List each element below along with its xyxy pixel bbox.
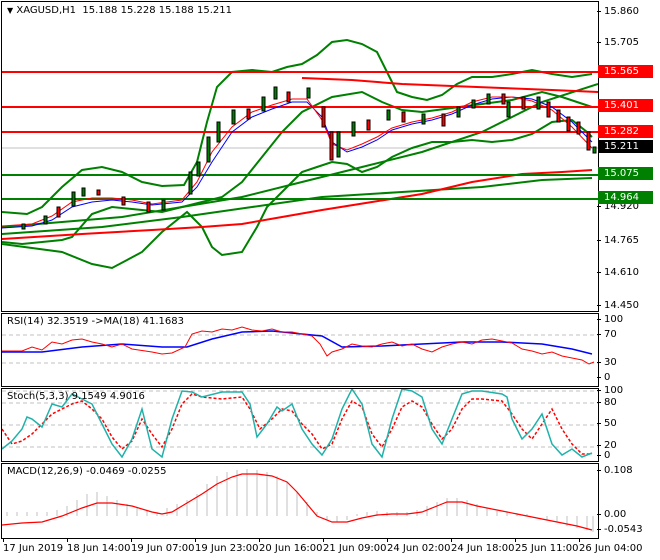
macd-panel[interactable]: MACD(12,26,9) -0.0469 -0.0255 bbox=[1, 463, 599, 539]
price-tick: 15.705 bbox=[597, 37, 639, 49]
time-tick: 26 Jun 04:00 bbox=[579, 538, 643, 554]
symbol-label: XAGUSD,H1 bbox=[16, 5, 77, 16]
rsi-tick: 70 bbox=[597, 329, 617, 341]
time-tick: 25 Jun 11:00 bbox=[515, 538, 579, 554]
ohlc-high: 15.228 bbox=[120, 5, 156, 16]
stoch-tick: 100 bbox=[596, 385, 623, 397]
macd-canvas bbox=[2, 469, 594, 532]
triangle-down-icon[interactable]: ▼ bbox=[7, 6, 14, 15]
stoch-tick: 20 bbox=[597, 440, 617, 452]
level-label-support: 15.075 bbox=[598, 167, 653, 180]
price-chart-canvas bbox=[2, 38, 598, 270]
symbol-title: ▼ XAGUSD,H1 15.188 15.228 15.188 15.211 bbox=[7, 5, 232, 16]
main-price-chart[interactable]: ▼ XAGUSD,H1 15.188 15.228 15.188 15.211 bbox=[1, 1, 599, 312]
stochastic-panel[interactable]: Stoch(5,3,3) 9.1549 4.9016 bbox=[1, 388, 599, 462]
time-tick: 20 Jun 16:00 bbox=[259, 538, 323, 554]
level-label-resistance: 15.282 bbox=[598, 125, 653, 138]
rsi-canvas bbox=[2, 326, 598, 365]
price-tick: 14.765 bbox=[597, 235, 639, 247]
stochastic-canvas bbox=[2, 389, 598, 459]
stoch-tick: 50 bbox=[597, 418, 617, 430]
macd-scale: 0.108 0.00 -0.0543 bbox=[596, 463, 660, 538]
price-tick: 14.610 bbox=[597, 267, 639, 279]
time-tick: 19 Jun 23:00 bbox=[195, 538, 259, 554]
macd-tick: -0.0543 bbox=[597, 524, 643, 536]
price-tick: 14.920 bbox=[597, 201, 639, 213]
time-tick: 24 Jun 02:00 bbox=[387, 538, 451, 554]
price-tick: 14.450 bbox=[597, 300, 639, 312]
time-axis[interactable]: 17 Jun 2019 18 Jun 14:00 19 Jun 07:00 19… bbox=[0, 538, 660, 560]
rsi-tick: 0 bbox=[596, 372, 610, 384]
macd-title: MACD(12,26,9) -0.0469 -0.0255 bbox=[7, 466, 167, 477]
current-price-label: 15.211 bbox=[598, 140, 653, 153]
ohlc-close: 15.211 bbox=[196, 5, 232, 16]
macd-tick: 0.108 bbox=[597, 465, 633, 477]
macd-tick: 0.00 bbox=[596, 509, 626, 521]
time-tick: 18 Jun 14:00 bbox=[67, 538, 131, 554]
ohlc-open: 15.188 bbox=[82, 5, 118, 16]
time-tick: 19 Jun 07:00 bbox=[131, 538, 195, 554]
level-label-support: 14.964 bbox=[598, 191, 653, 204]
stoch-tick: 80 bbox=[597, 397, 617, 409]
time-tick: 24 Jun 18:00 bbox=[451, 538, 515, 554]
ohlc-low: 15.188 bbox=[158, 5, 194, 16]
rsi-panel[interactable]: RSI(14) 32.3519 ->MA(18) 41.1683 bbox=[1, 313, 599, 387]
candlesticks bbox=[21, 86, 597, 230]
price-tick: 15.860 bbox=[597, 6, 639, 18]
stoch-tick: 0 bbox=[596, 450, 610, 462]
time-tick: 17 Jun 2019 bbox=[3, 538, 64, 554]
rsi-title: RSI(14) 32.3519 ->MA(18) 41.1683 bbox=[7, 316, 184, 327]
stochastic-title: Stoch(5,3,3) 9.1549 4.9016 bbox=[7, 391, 145, 402]
rsi-scale: 100 70 30 0 bbox=[596, 313, 660, 387]
stochastic-scale: 100 80 50 20 0 bbox=[596, 385, 660, 462]
rsi-tick: 30 bbox=[597, 357, 617, 369]
level-label-resistance: 15.401 bbox=[598, 99, 653, 112]
level-label-resistance: 15.565 bbox=[598, 65, 653, 78]
rsi-tick: 100 bbox=[596, 314, 623, 326]
time-tick: 21 Jun 09:00 bbox=[323, 538, 387, 554]
price-scale[interactable]: 15.860 15.705 14.920 14.765 14.610 14.45… bbox=[597, 0, 660, 312]
